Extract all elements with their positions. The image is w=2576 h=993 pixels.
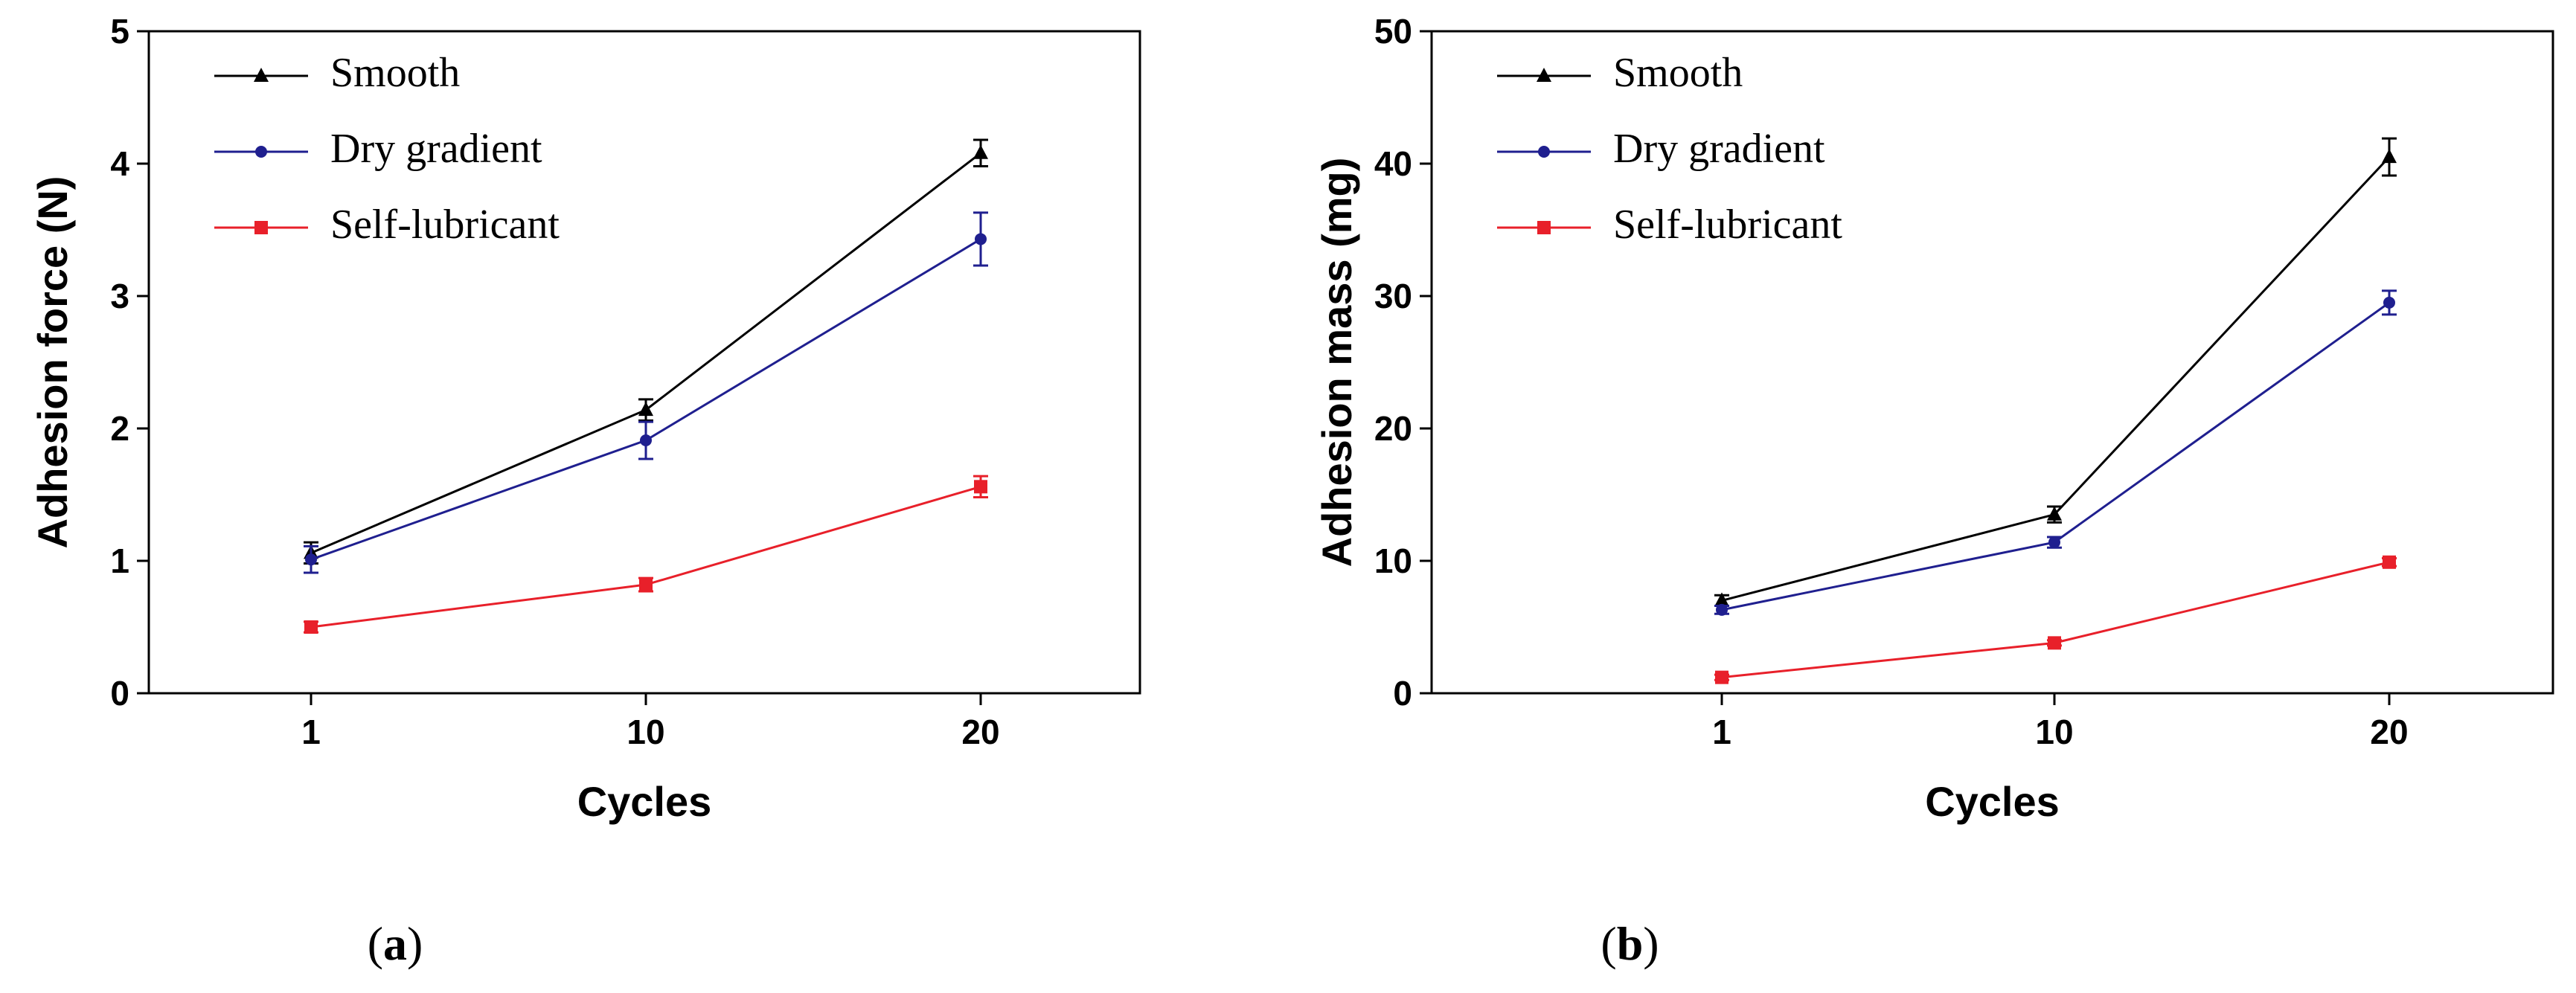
legend-label: Self-lubricant [330,202,560,248]
x-tick-label: 20 [2370,713,2408,751]
x-axis-title: Cycles [1925,778,2060,825]
series-line [310,485,981,629]
y-tick-label: 2 [110,409,129,448]
legend-marker [1538,146,1550,158]
x-tick-label: 10 [2035,713,2073,751]
plot-frame [1430,30,2554,695]
x-tick-label: 10 [627,713,664,751]
figure-a: 0 1 2 3 4 5 1 10 20 Cycles Adhesion force (N) Smoot… [29,12,1141,970]
data-point [1716,603,1728,616]
x-tick-label: 1 [1712,713,1731,751]
x-tick-label: 1 [301,713,321,751]
legend-marker [254,68,269,82]
data-point [2383,296,2395,309]
legend-label: Dry gradient [1613,126,1825,172]
data-point [975,233,987,245]
data-point [2382,149,2397,164]
data-point [638,402,653,417]
caption-paren: ) [1643,917,1659,970]
series-line [1721,301,2390,611]
y-tick-label: 5 [110,12,129,51]
data-point [973,144,988,159]
data-point [2047,506,2062,521]
data-point [304,620,318,634]
legend-label: Self-lubricant [1613,202,1842,248]
legend-label: Dry gradient [330,126,542,172]
y-tick-label: 0 [1393,674,1412,713]
plot-frame [147,30,1141,695]
legend-label: Smooth [1613,50,1743,96]
y-tick-label: 40 [1374,144,1412,183]
data-point [1715,670,1728,684]
series-line [1721,561,2390,679]
y-tick-label: 3 [110,277,129,315]
figure-b: 0 10 20 30 40 50 1 10 20 Cycles Adhesion mass (mg)… [1288,0,2576,993]
chart-a: 0 1 2 3 4 5 1 10 20 Cycles Adhesion force (N) Smoot… [29,12,1141,970]
caption-paren: ( [368,917,383,970]
data-point [1714,592,1729,607]
data-point [974,480,987,494]
caption-paren: ( [1601,917,1616,970]
y-axis-title: Adhesion mass (mg) [1313,158,1360,568]
legend-label: Smooth [330,50,460,96]
y-tick-label: 50 [1374,12,1412,51]
caption-paren: ) [407,917,423,970]
legend-marker [254,221,268,234]
legend-marker [255,146,267,158]
y-tick-label: 30 [1374,277,1412,315]
caption-letter: a [383,917,407,970]
data-point [2048,536,2060,549]
data-point [305,553,317,566]
y-tick-label: 10 [1374,542,1412,580]
data-point [640,434,652,447]
y-tick-label: 20 [1374,409,1412,448]
x-axis-title: Cycles [577,778,712,825]
data-point [2048,636,2061,650]
data-point [2383,555,2396,569]
caption-letter: b [1617,917,1644,970]
y-axis-title: Adhesion force (N) [29,176,76,549]
legend-marker [1537,68,1551,82]
legend-marker [1537,221,1551,234]
y-tick-label: 4 [110,144,129,183]
y-tick-label: 0 [110,674,129,713]
chart-b: 0 10 20 30 40 50 1 10 20 Cycles Adhesion mass (mg)… [1313,12,2554,970]
data-point [639,578,653,592]
figure-caption: (b) [1601,917,1659,970]
y-tick-label: 1 [110,542,129,580]
figure-caption: (a) [368,917,423,970]
x-tick-label: 20 [961,713,999,751]
